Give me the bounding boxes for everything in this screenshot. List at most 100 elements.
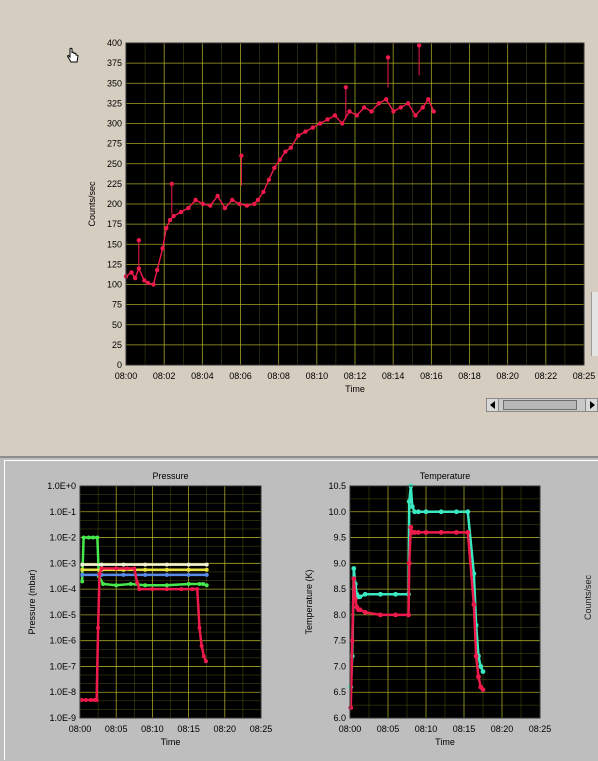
data-point bbox=[81, 535, 86, 540]
counts-chart: 08:00 08:02 08:04 08:06 08:08 08:10 08:12 08:14… bbox=[87, 38, 595, 394]
data-point bbox=[80, 572, 85, 577]
data-point bbox=[135, 580, 140, 585]
data-point bbox=[339, 121, 345, 126]
data-point bbox=[150, 587, 155, 592]
scroll-left-button[interactable] bbox=[487, 399, 499, 411]
data-point bbox=[416, 530, 421, 535]
data-point bbox=[186, 581, 191, 586]
data-point bbox=[239, 153, 244, 158]
hand-pointer-icon bbox=[66, 47, 80, 70]
x-axis-label: Time bbox=[435, 737, 455, 747]
data-point bbox=[160, 246, 165, 251]
y-tick-label: 1.0E-6 bbox=[49, 636, 76, 646]
data-point bbox=[347, 109, 352, 114]
data-point bbox=[252, 201, 257, 207]
x-tick-label: 08:02 bbox=[153, 371, 176, 381]
scroll-thumb[interactable] bbox=[503, 400, 577, 410]
data-point bbox=[143, 572, 148, 577]
x-tick-label: 08:12 bbox=[344, 371, 367, 381]
data-point bbox=[95, 535, 100, 540]
data-point bbox=[406, 612, 411, 618]
data-point bbox=[91, 535, 96, 540]
data-point bbox=[97, 571, 102, 576]
data-point bbox=[393, 591, 398, 597]
data-point bbox=[129, 270, 134, 275]
x-tick-label: 08:06 bbox=[229, 371, 252, 381]
chart-scrollbar[interactable] bbox=[486, 398, 598, 412]
y-tick-label: 400 bbox=[107, 38, 122, 48]
data-point bbox=[132, 275, 138, 281]
y-tick-label: 225 bbox=[107, 179, 122, 189]
data-point bbox=[317, 121, 323, 126]
y-tick-label: 0 bbox=[117, 360, 122, 370]
data-point bbox=[255, 197, 261, 203]
data-point bbox=[200, 201, 206, 207]
data-point bbox=[409, 504, 415, 510]
data-point bbox=[362, 609, 368, 615]
data-point bbox=[478, 664, 484, 669]
data-point bbox=[186, 205, 191, 211]
data-point bbox=[222, 205, 228, 211]
y-tick-label: 25 bbox=[112, 340, 122, 350]
y-tick-label: 1.0E-5 bbox=[49, 610, 76, 620]
y-tick-label: 325 bbox=[107, 98, 122, 108]
x-axis-label: Time bbox=[161, 737, 181, 747]
data-point bbox=[164, 567, 169, 572]
data-point bbox=[391, 109, 396, 114]
data-point bbox=[179, 587, 184, 592]
data-point bbox=[164, 562, 169, 567]
data-point bbox=[132, 566, 137, 571]
y-tick-label: 125 bbox=[107, 259, 122, 269]
y-tick-label: 10.5 bbox=[328, 481, 346, 491]
data-point bbox=[261, 189, 266, 195]
y-tick-label: 75 bbox=[112, 300, 122, 310]
data-point bbox=[438, 530, 444, 535]
data-point bbox=[80, 562, 85, 567]
data-point bbox=[272, 165, 277, 170]
y-tick-label: 1.0E-9 bbox=[49, 713, 76, 723]
data-point bbox=[142, 278, 147, 283]
data-point bbox=[164, 587, 169, 592]
side-panel-edge bbox=[591, 292, 598, 356]
data-point bbox=[151, 282, 156, 287]
y-axis-label: Counts/sec bbox=[87, 181, 97, 227]
y-axis-label: Temperature (K) bbox=[304, 569, 314, 634]
data-point bbox=[385, 55, 391, 60]
data-point bbox=[465, 530, 471, 535]
y-tick-label: 9.5 bbox=[333, 533, 346, 543]
x-tick-label: 08:00 bbox=[339, 724, 362, 734]
x-tick-label: 08:14 bbox=[382, 371, 405, 381]
y-tick-label: 300 bbox=[107, 119, 122, 129]
data-point bbox=[164, 572, 169, 577]
scroll-right-button[interactable] bbox=[585, 399, 597, 411]
data-point bbox=[332, 113, 338, 118]
data-point bbox=[186, 572, 191, 577]
data-point bbox=[244, 203, 250, 208]
data-point bbox=[136, 238, 142, 243]
data-point bbox=[454, 509, 459, 515]
y-tick-label: 275 bbox=[107, 139, 122, 149]
data-point bbox=[349, 638, 355, 644]
data-point bbox=[201, 654, 206, 659]
x-tick-label: 08:20 bbox=[214, 724, 237, 734]
data-point bbox=[121, 572, 126, 577]
arrow-right-icon bbox=[590, 401, 595, 409]
data-point bbox=[114, 566, 119, 571]
arrow-left-icon bbox=[490, 401, 495, 409]
data-point bbox=[405, 101, 411, 106]
x-tick-label: 08:05 bbox=[105, 724, 128, 734]
y-tick-label: 6.5 bbox=[333, 687, 346, 697]
y-tick-label: 250 bbox=[107, 159, 122, 169]
data-point bbox=[125, 566, 130, 571]
data-point bbox=[431, 109, 436, 114]
data-point bbox=[354, 113, 360, 118]
x-axis-label: Time bbox=[345, 384, 365, 394]
data-point bbox=[143, 562, 148, 567]
data-point bbox=[343, 85, 349, 90]
data-point bbox=[83, 697, 88, 702]
data-point bbox=[416, 509, 421, 515]
data-point bbox=[101, 581, 106, 586]
x-tick-label: 08:25 bbox=[250, 724, 273, 734]
y-tick-label: 6.0 bbox=[333, 713, 346, 723]
data-point bbox=[310, 125, 316, 130]
